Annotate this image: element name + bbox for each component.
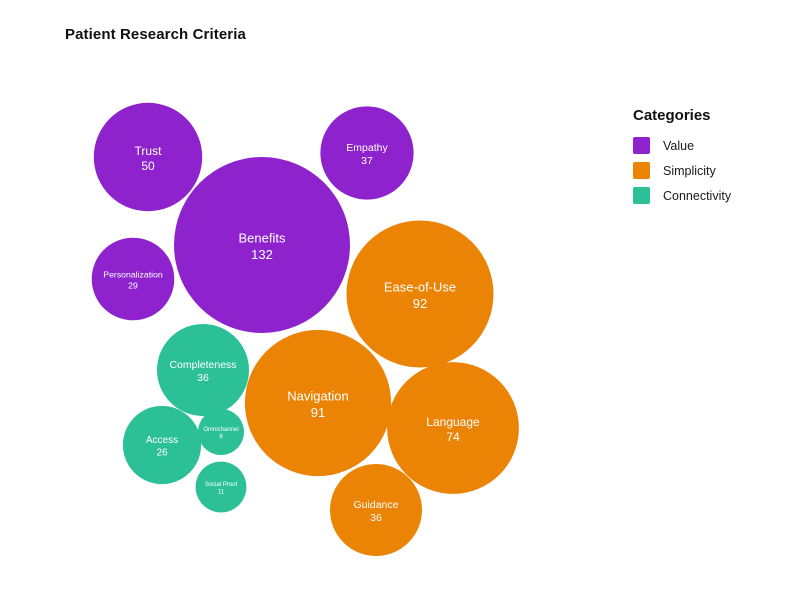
legend-swatch-simplicity	[633, 162, 650, 179]
bubble-trust[interactable]: Trust 50	[93, 102, 203, 212]
bubble-circle-ease-of-use[interactable]	[346, 220, 494, 368]
legend-item-label: Simplicity	[663, 163, 716, 178]
chart-title: Patient Research Criteria	[65, 26, 246, 43]
legend-item-connectivity[interactable]: Connectivity	[633, 187, 783, 204]
legend-item-value[interactable]: Value	[633, 137, 783, 154]
legend-title: Categories	[633, 107, 711, 124]
legend-item-label: Value	[663, 138, 695, 153]
bubble-navigation[interactable]: Navigation 91	[244, 329, 392, 477]
bubble-benefits[interactable]: Benefits 132	[174, 157, 350, 333]
bubble-empathy[interactable]: Empathy 37	[320, 106, 414, 200]
chart-legend: Categories Value Simplicity Connectivity	[633, 107, 783, 212]
bubble-circle-trust[interactable]	[93, 102, 203, 212]
bubble-circle-benefits[interactable]	[174, 157, 350, 333]
bubble-circle-completeness[interactable]	[157, 324, 249, 416]
legend-item-label: Connectivity	[663, 188, 732, 203]
bubble-circle-personalization[interactable]	[91, 237, 175, 321]
bubble-circle-language[interactable]	[387, 362, 519, 494]
bubble-circle-omnichannel[interactable]	[198, 409, 244, 455]
legend-swatch-value	[633, 137, 650, 154]
bubble-guidance[interactable]: Guidance 36	[330, 464, 422, 556]
bubble-language[interactable]: Language 74	[387, 362, 519, 494]
bubble-ease-of-use[interactable]: Ease-of-Use 92	[346, 220, 494, 368]
legend-swatch-connectivity	[633, 187, 650, 204]
bubble-access[interactable]: Access 26	[122, 405, 202, 485]
bubble-social-proof[interactable]: Social Proof 11	[195, 461, 247, 513]
bubble-completeness[interactable]: Completeness 36	[157, 324, 249, 416]
bubble-circle-navigation[interactable]	[244, 329, 392, 477]
bubble-circle-guidance[interactable]	[330, 464, 422, 556]
bubble-circle-access[interactable]	[122, 405, 202, 485]
bubble-circle-social-proof[interactable]	[195, 461, 247, 513]
bubble-circle-empathy[interactable]	[320, 106, 414, 200]
legend-item-simplicity[interactable]: Simplicity	[633, 162, 783, 179]
bubble-omnichannel[interactable]: Omnichannel 9	[198, 409, 244, 455]
bubble-personalization[interactable]: Personalization 29	[91, 237, 175, 321]
